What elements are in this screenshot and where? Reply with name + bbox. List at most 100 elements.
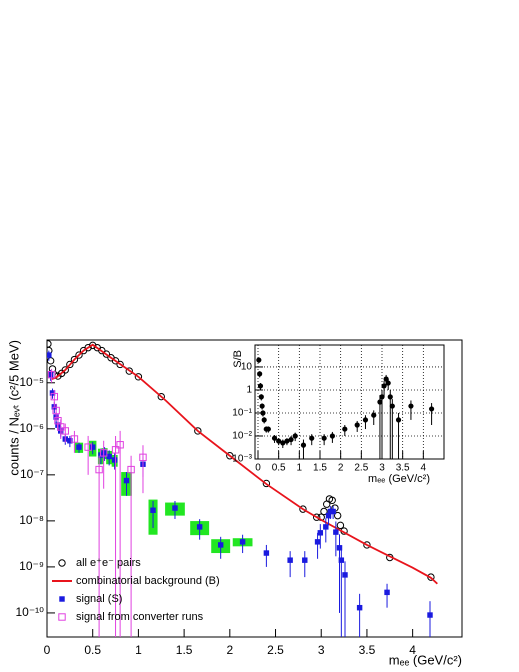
point xyxy=(387,394,393,400)
point xyxy=(427,573,435,581)
point xyxy=(239,539,246,545)
point xyxy=(61,427,69,435)
point xyxy=(106,453,112,460)
point xyxy=(47,370,56,379)
x-tick-label: 2 xyxy=(226,643,233,657)
point xyxy=(265,426,271,432)
point xyxy=(384,589,390,596)
point xyxy=(383,376,389,382)
point xyxy=(257,383,264,389)
y-tick-label: 10⁻² xyxy=(232,431,252,442)
point xyxy=(333,529,339,535)
point xyxy=(320,507,328,516)
x-tick-label: 0 xyxy=(44,643,51,657)
point xyxy=(89,341,97,350)
point xyxy=(385,380,391,386)
y-tick-label: 1 xyxy=(246,385,252,396)
point xyxy=(336,545,343,551)
y-tick-label: 10⁻⁸ xyxy=(19,513,44,527)
point xyxy=(271,435,278,441)
point xyxy=(116,360,124,369)
point xyxy=(302,557,308,563)
point xyxy=(312,513,321,521)
point xyxy=(134,373,143,381)
point xyxy=(395,417,402,423)
x-tick-label: 0.5 xyxy=(272,463,286,474)
point xyxy=(299,505,307,513)
data-area xyxy=(256,357,435,459)
legend-marker xyxy=(58,559,66,567)
point xyxy=(327,508,334,515)
point xyxy=(95,465,103,474)
point xyxy=(356,604,363,611)
point xyxy=(333,511,342,520)
x-tick-label: 3 xyxy=(379,463,385,474)
legend-label: combinatorial background (B) xyxy=(76,575,220,587)
point xyxy=(47,371,54,378)
point xyxy=(329,433,335,439)
legend-marker xyxy=(59,596,65,602)
y-tick-label: 10⁻⁶ xyxy=(19,421,44,435)
point xyxy=(427,612,433,618)
y-tick-label: 10⁻⁷ xyxy=(20,467,44,481)
x-tick-label: 3 xyxy=(318,643,325,657)
x-tick-label: 2 xyxy=(338,463,344,474)
y-axis-title: S/B xyxy=(232,350,244,368)
point xyxy=(280,440,286,446)
point xyxy=(102,350,111,358)
point xyxy=(371,412,377,418)
legend-marker xyxy=(58,613,66,621)
point xyxy=(196,524,203,530)
point xyxy=(111,357,120,365)
legend-label: signal (S) xyxy=(76,593,122,605)
point xyxy=(116,441,124,449)
point xyxy=(84,343,92,352)
data-area xyxy=(47,340,438,637)
point xyxy=(276,438,282,444)
x-tick-label: 3.5 xyxy=(396,463,410,474)
point xyxy=(342,426,348,432)
x-tick-label: 1 xyxy=(297,463,303,474)
point xyxy=(57,423,65,431)
x-tick-label: 0 xyxy=(255,463,261,474)
point xyxy=(111,446,120,454)
x-tick-label: 4 xyxy=(421,463,427,474)
point xyxy=(125,367,133,375)
point xyxy=(194,427,202,435)
point xyxy=(257,371,263,377)
point xyxy=(75,351,83,359)
point xyxy=(70,435,79,443)
point xyxy=(314,539,321,545)
y-tick-label: 10⁻⁵ xyxy=(19,375,44,389)
y-tick-label: 10⁻³ xyxy=(232,454,252,465)
point xyxy=(67,438,73,444)
point xyxy=(325,512,332,519)
legend-label: all e⁺e⁻ pairs xyxy=(76,557,141,569)
point xyxy=(381,383,387,389)
point xyxy=(172,505,178,511)
point xyxy=(389,403,395,409)
point xyxy=(226,452,234,460)
x-tick-label: 3.5 xyxy=(359,643,376,657)
point xyxy=(262,479,271,488)
point xyxy=(258,394,264,400)
point xyxy=(98,346,106,355)
point xyxy=(76,444,82,450)
point xyxy=(362,417,369,423)
point xyxy=(263,550,270,556)
point xyxy=(287,557,293,563)
point xyxy=(259,403,265,409)
x-tick-label: 2.5 xyxy=(267,643,284,657)
point xyxy=(336,521,345,530)
x-tick-label: 0.5 xyxy=(84,643,101,657)
point xyxy=(323,524,329,530)
point xyxy=(408,403,414,409)
point xyxy=(338,557,345,563)
point xyxy=(321,435,327,441)
point xyxy=(261,417,267,423)
point xyxy=(47,352,52,358)
point xyxy=(217,542,224,548)
